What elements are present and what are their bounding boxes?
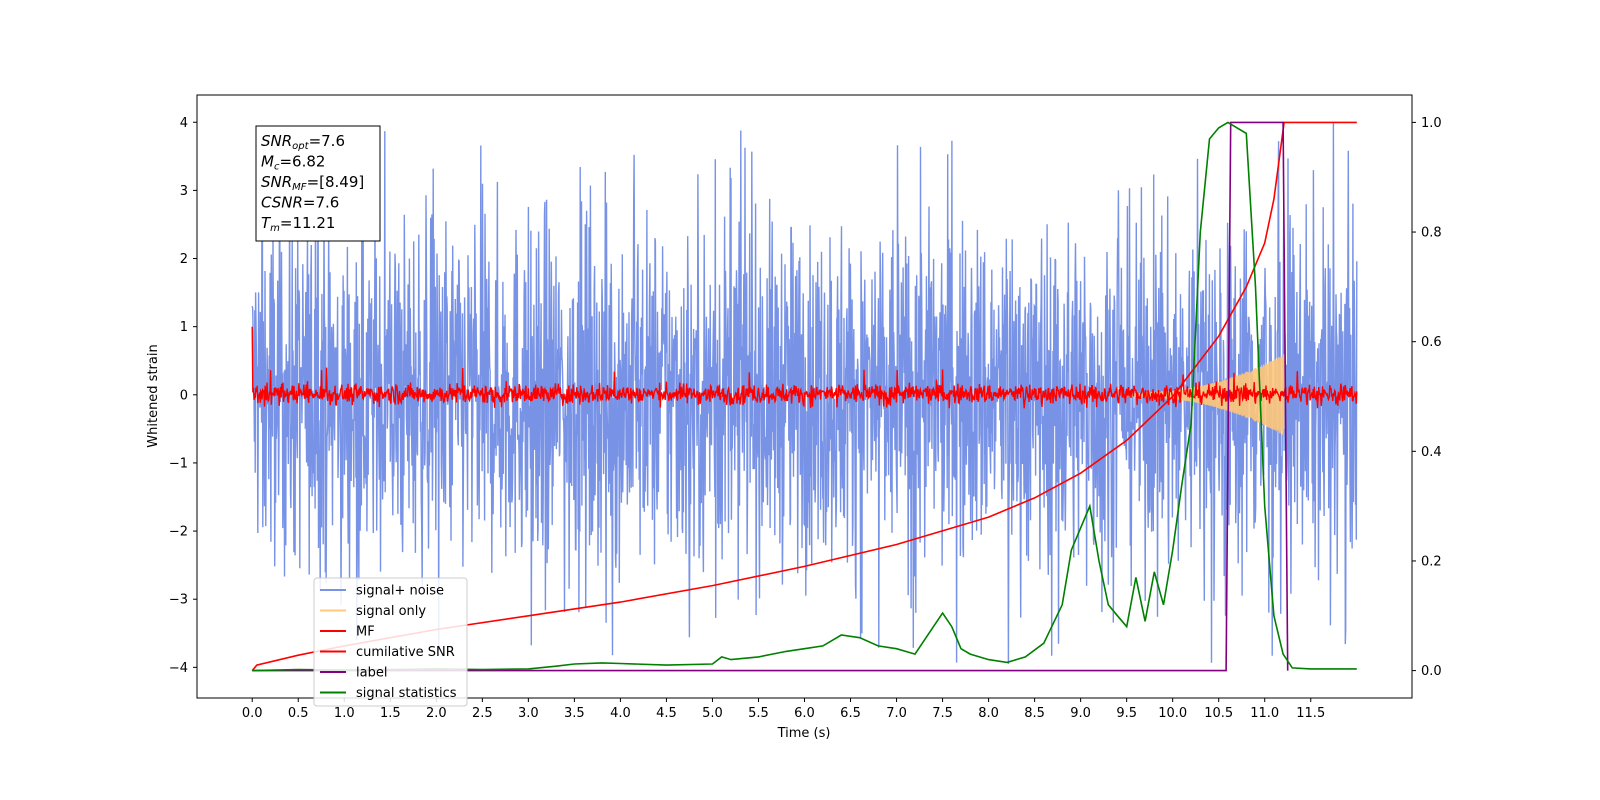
y2-tick-label: 1.0 [1421, 116, 1442, 131]
legend-label: cumilative SNR [356, 645, 455, 660]
annotation-line: SNRopt=7.6 [261, 132, 345, 152]
legend-label: signal+ noise [356, 584, 444, 599]
x-tick-label: 2.0 [426, 706, 447, 721]
y-tick-label: −3 [169, 593, 188, 608]
x-tick-label: 4.0 [610, 706, 631, 721]
y2-tick-label: 0.4 [1421, 445, 1442, 460]
annotation-line: Mc=6.82 [261, 153, 325, 173]
y-tick-label: 4 [180, 116, 188, 131]
x-tick-label: 6.0 [794, 706, 815, 721]
annotation-frame [255, 125, 381, 242]
x-tick-label: 8.0 [978, 706, 999, 721]
x-tick-label: 1.0 [334, 706, 355, 721]
x-tick-label: 5.5 [748, 706, 769, 721]
annotation-line: Tm=11.21 [261, 214, 335, 234]
x-tick-label: 7.0 [886, 706, 907, 721]
x-tick-label: 10.0 [1158, 706, 1187, 721]
y2-tick-label: 0.0 [1421, 664, 1442, 679]
y-axis-label: Whitened strain [146, 344, 161, 447]
x-tick-label: 11.5 [1296, 706, 1325, 721]
x-tick-label: 3.5 [564, 706, 585, 721]
y-tick-label: −1 [169, 456, 188, 471]
y-tick-label: 0 [180, 388, 188, 403]
x-tick-label: 9.0 [1070, 706, 1091, 721]
series-signal-noise [251, 123, 1358, 665]
annotation-line: SNRMF=[8.49] [261, 173, 364, 193]
x-axis: 0.0 0.5 1.0 1.5 2.0 2.5 3.0 3.5 4.0 4.5 5.0 5.5 6.0 6… [242, 698, 1325, 721]
x-tick-label: 1.5 [380, 706, 401, 721]
legend: signal+ noise signal only MF cumilative SNR… [313, 577, 468, 707]
legend-label: label [356, 666, 387, 681]
x-tick-label: 0.0 [242, 706, 263, 721]
x-tick-label: 3.0 [518, 706, 539, 721]
legend-label: MF [356, 625, 375, 640]
x-tick-label: 9.5 [1116, 706, 1137, 721]
series-label [252, 121, 1289, 672]
y-axis-left: −4 −3 −2 −1 0 1 2 3 4 [169, 116, 197, 676]
x-tick-label: 4.5 [656, 706, 677, 721]
legend-label: signal only [356, 604, 426, 619]
x-tick-label: 6.5 [840, 706, 861, 721]
legend-frame [313, 577, 468, 707]
x-tick-label: 0.5 [288, 706, 309, 721]
y-tick-label: 2 [180, 252, 188, 267]
y2-tick-label: 0.2 [1421, 554, 1442, 569]
x-tick-label: 8.5 [1024, 706, 1045, 721]
legend-label: signal statistics [356, 686, 457, 701]
x-axis-label: Time (s) [777, 726, 831, 741]
series-signal-statistics [252, 121, 1357, 672]
y-tick-label: 1 [180, 320, 188, 335]
annotation-line: CSNR=7.6 [261, 194, 339, 212]
series-mf [251, 326, 1358, 409]
x-tick-label: 2.5 [472, 706, 493, 721]
y-axis-right: 0.0 0.2 0.4 0.6 0.8 1.0 [1412, 116, 1442, 679]
y-tick-label: −4 [169, 661, 188, 676]
y-tick-label: −2 [169, 525, 188, 540]
x-tick-label: 10.5 [1204, 706, 1233, 721]
y2-tick-label: 0.6 [1421, 335, 1442, 350]
x-tick-label: 11.0 [1250, 706, 1279, 721]
x-tick-label: 7.5 [932, 706, 953, 721]
y2-tick-label: 0.8 [1421, 226, 1442, 241]
x-tick-label: 5.0 [702, 706, 723, 721]
y-tick-label: 3 [180, 184, 188, 199]
